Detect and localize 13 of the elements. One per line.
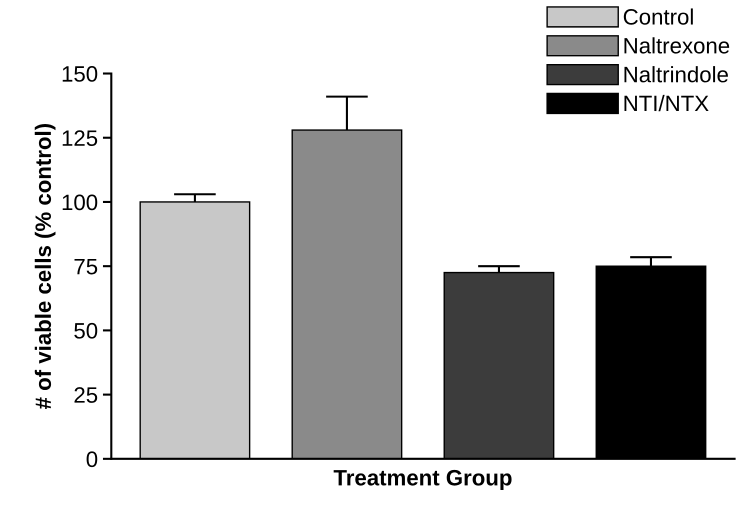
legend-label: NTI/NTX <box>624 94 709 112</box>
y-tick-label: 0 <box>86 451 98 468</box>
y-tick-label: 75 <box>74 258 98 274</box>
y-tick-label: 25 <box>74 387 98 403</box>
legend-label: Naltrindole <box>624 66 728 82</box>
y-tick-label: 150 <box>62 66 98 82</box>
y-tick-label: 100 <box>62 194 98 210</box>
y-axis-title: # of viable cells (% control) <box>34 124 56 410</box>
legend-label: Control <box>624 8 693 25</box>
legend-label: Naltrexone <box>624 37 730 54</box>
x-axis-title: Treatment Group <box>334 470 512 490</box>
y-tick-label: 50 <box>74 322 98 339</box>
y-tick-label: 125 <box>62 130 98 146</box>
